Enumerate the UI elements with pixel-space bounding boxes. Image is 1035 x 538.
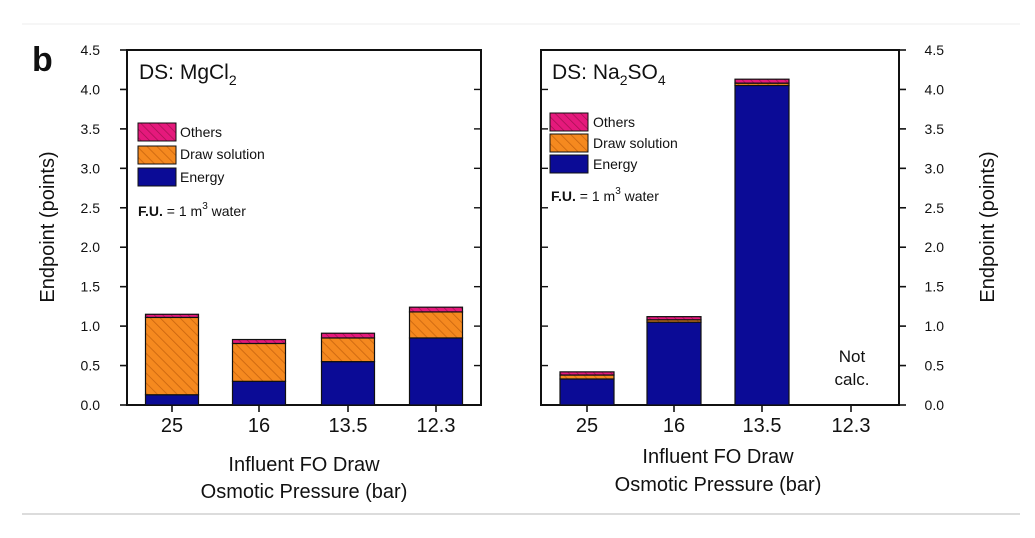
legend-swatch-draw-solution <box>549 133 589 153</box>
y-tick-label: 4.0 <box>81 81 101 97</box>
panel-mgcl2: DS: MgCl2 Others Draw solution Energy F.… <box>37 42 482 503</box>
legend-swatch-others <box>137 122 177 142</box>
y-tick-label: 3.5 <box>81 121 101 137</box>
x-axis-label-line2: Osmotic Pressure (bar) <box>201 481 408 503</box>
y-tick-label: 1.5 <box>81 279 101 295</box>
bar-energy-25 <box>559 378 615 406</box>
y-tick-label: 1.5 <box>925 279 945 295</box>
bar-others-16 <box>231 338 287 345</box>
bar-draw-solution-13.5 <box>320 337 376 363</box>
x-axis-label-line1: Influent FO Draw <box>642 446 794 468</box>
x-tick-label: 12.3 <box>417 415 456 437</box>
panel-label: b <box>32 41 53 79</box>
x-tick-label: 25 <box>576 415 598 437</box>
y-tick-label: 3.5 <box>925 121 945 137</box>
legend: Others Draw solution Energy <box>137 122 265 187</box>
x-tick-label: 13.5 <box>743 415 782 437</box>
y-axis-label: Endpoint (points) <box>37 151 59 302</box>
bar-energy-16 <box>231 380 287 406</box>
legend-swatch-energy <box>549 154 589 174</box>
y-tick-label: 0.5 <box>81 358 101 374</box>
y-tick-label: 4.0 <box>925 81 945 97</box>
legend-swatch-energy <box>137 167 177 187</box>
x-axis-label-line1: Influent FO Draw <box>228 454 380 476</box>
y-tick-label: 2.5 <box>925 200 945 216</box>
bar-others-13.5 <box>320 332 376 339</box>
bar-others-25 <box>144 313 200 319</box>
y-axis-ticks: 0.0 0.5 1.0 1.5 2.0 2.5 3.0 3.5 4.0 4.5 <box>81 42 481 413</box>
bar-energy-13.5 <box>320 361 376 406</box>
functional-unit-note: F.U. = 1 m3 water <box>551 186 659 204</box>
y-axis-ticks: 0.0 0.5 1.0 1.5 2.0 2.5 3.0 3.5 4.0 4.5 <box>541 42 944 413</box>
panel-title: DS: Na2SO4 <box>552 61 666 88</box>
legend-swatch-draw-solution <box>137 145 177 165</box>
x-tick-labels: 25 16 13.5 12.3 <box>576 405 871 437</box>
plot-frame <box>540 49 900 406</box>
legend-label-energy: Energy <box>180 169 224 185</box>
y-tick-label: 4.5 <box>81 42 101 58</box>
legend: Others Draw solution Energy <box>549 112 678 174</box>
x-tick-labels: 25 16 13.5 12.3 <box>161 405 456 437</box>
y-tick-label: 0.0 <box>925 397 945 413</box>
x-tick-label: 25 <box>161 415 183 437</box>
y-tick-label: 4.5 <box>925 42 945 58</box>
y-tick-label: 0.0 <box>81 397 101 413</box>
x-tick-label: 12.3 <box>832 415 871 437</box>
plot-frame <box>126 49 482 406</box>
y-tick-label: 1.0 <box>81 318 101 334</box>
y-tick-label: 2.5 <box>81 200 101 216</box>
bars <box>559 78 790 406</box>
not-calculated-annotation-line1: Not <box>839 347 866 366</box>
y-tick-label: 2.0 <box>925 239 945 255</box>
y-tick-label: 3.0 <box>925 160 945 176</box>
bar-energy-12.3 <box>408 337 464 406</box>
y-tick-label: 2.0 <box>81 239 101 255</box>
bar-others-16 <box>646 316 702 321</box>
y-tick-label: 3.0 <box>81 160 101 176</box>
legend-label-others: Others <box>593 114 635 130</box>
bar-others-13.5 <box>734 78 790 84</box>
panel-title: DS: MgCl2 <box>139 61 237 88</box>
bar-others-12.3 <box>408 306 464 313</box>
bar-energy-13.5 <box>734 84 790 406</box>
bar-draw-solution-25 <box>144 316 200 396</box>
y-axis-label: Endpoint (points) <box>977 151 999 302</box>
bar-draw-solution-12.3 <box>408 311 464 339</box>
x-tick-label: 16 <box>663 415 685 437</box>
functional-unit-note: F.U. = 1 m3 water <box>138 201 246 219</box>
x-axis-label-line2: Osmotic Pressure (bar) <box>615 474 822 496</box>
legend-label-energy: Energy <box>593 156 637 172</box>
bars <box>144 306 464 406</box>
legend-label-others: Others <box>180 124 222 140</box>
bar-energy-16 <box>646 321 702 406</box>
bar-others-25 <box>559 371 615 376</box>
legend-swatch-others <box>549 112 589 132</box>
panel-na2so4: DS: Na2SO4 Others Draw solution Energy F… <box>540 42 999 496</box>
x-tick-label: 13.5 <box>329 415 368 437</box>
legend-label-draw-solution: Draw solution <box>593 135 678 151</box>
legend-label-draw-solution: Draw solution <box>180 146 265 162</box>
bar-draw-solution-16 <box>231 342 287 382</box>
not-calculated-annotation-line2: calc. <box>835 370 870 389</box>
bar-energy-25 <box>144 394 200 406</box>
x-tick-label: 16 <box>248 415 270 437</box>
y-tick-label: 1.0 <box>925 318 945 334</box>
y-tick-label: 0.5 <box>925 358 945 374</box>
